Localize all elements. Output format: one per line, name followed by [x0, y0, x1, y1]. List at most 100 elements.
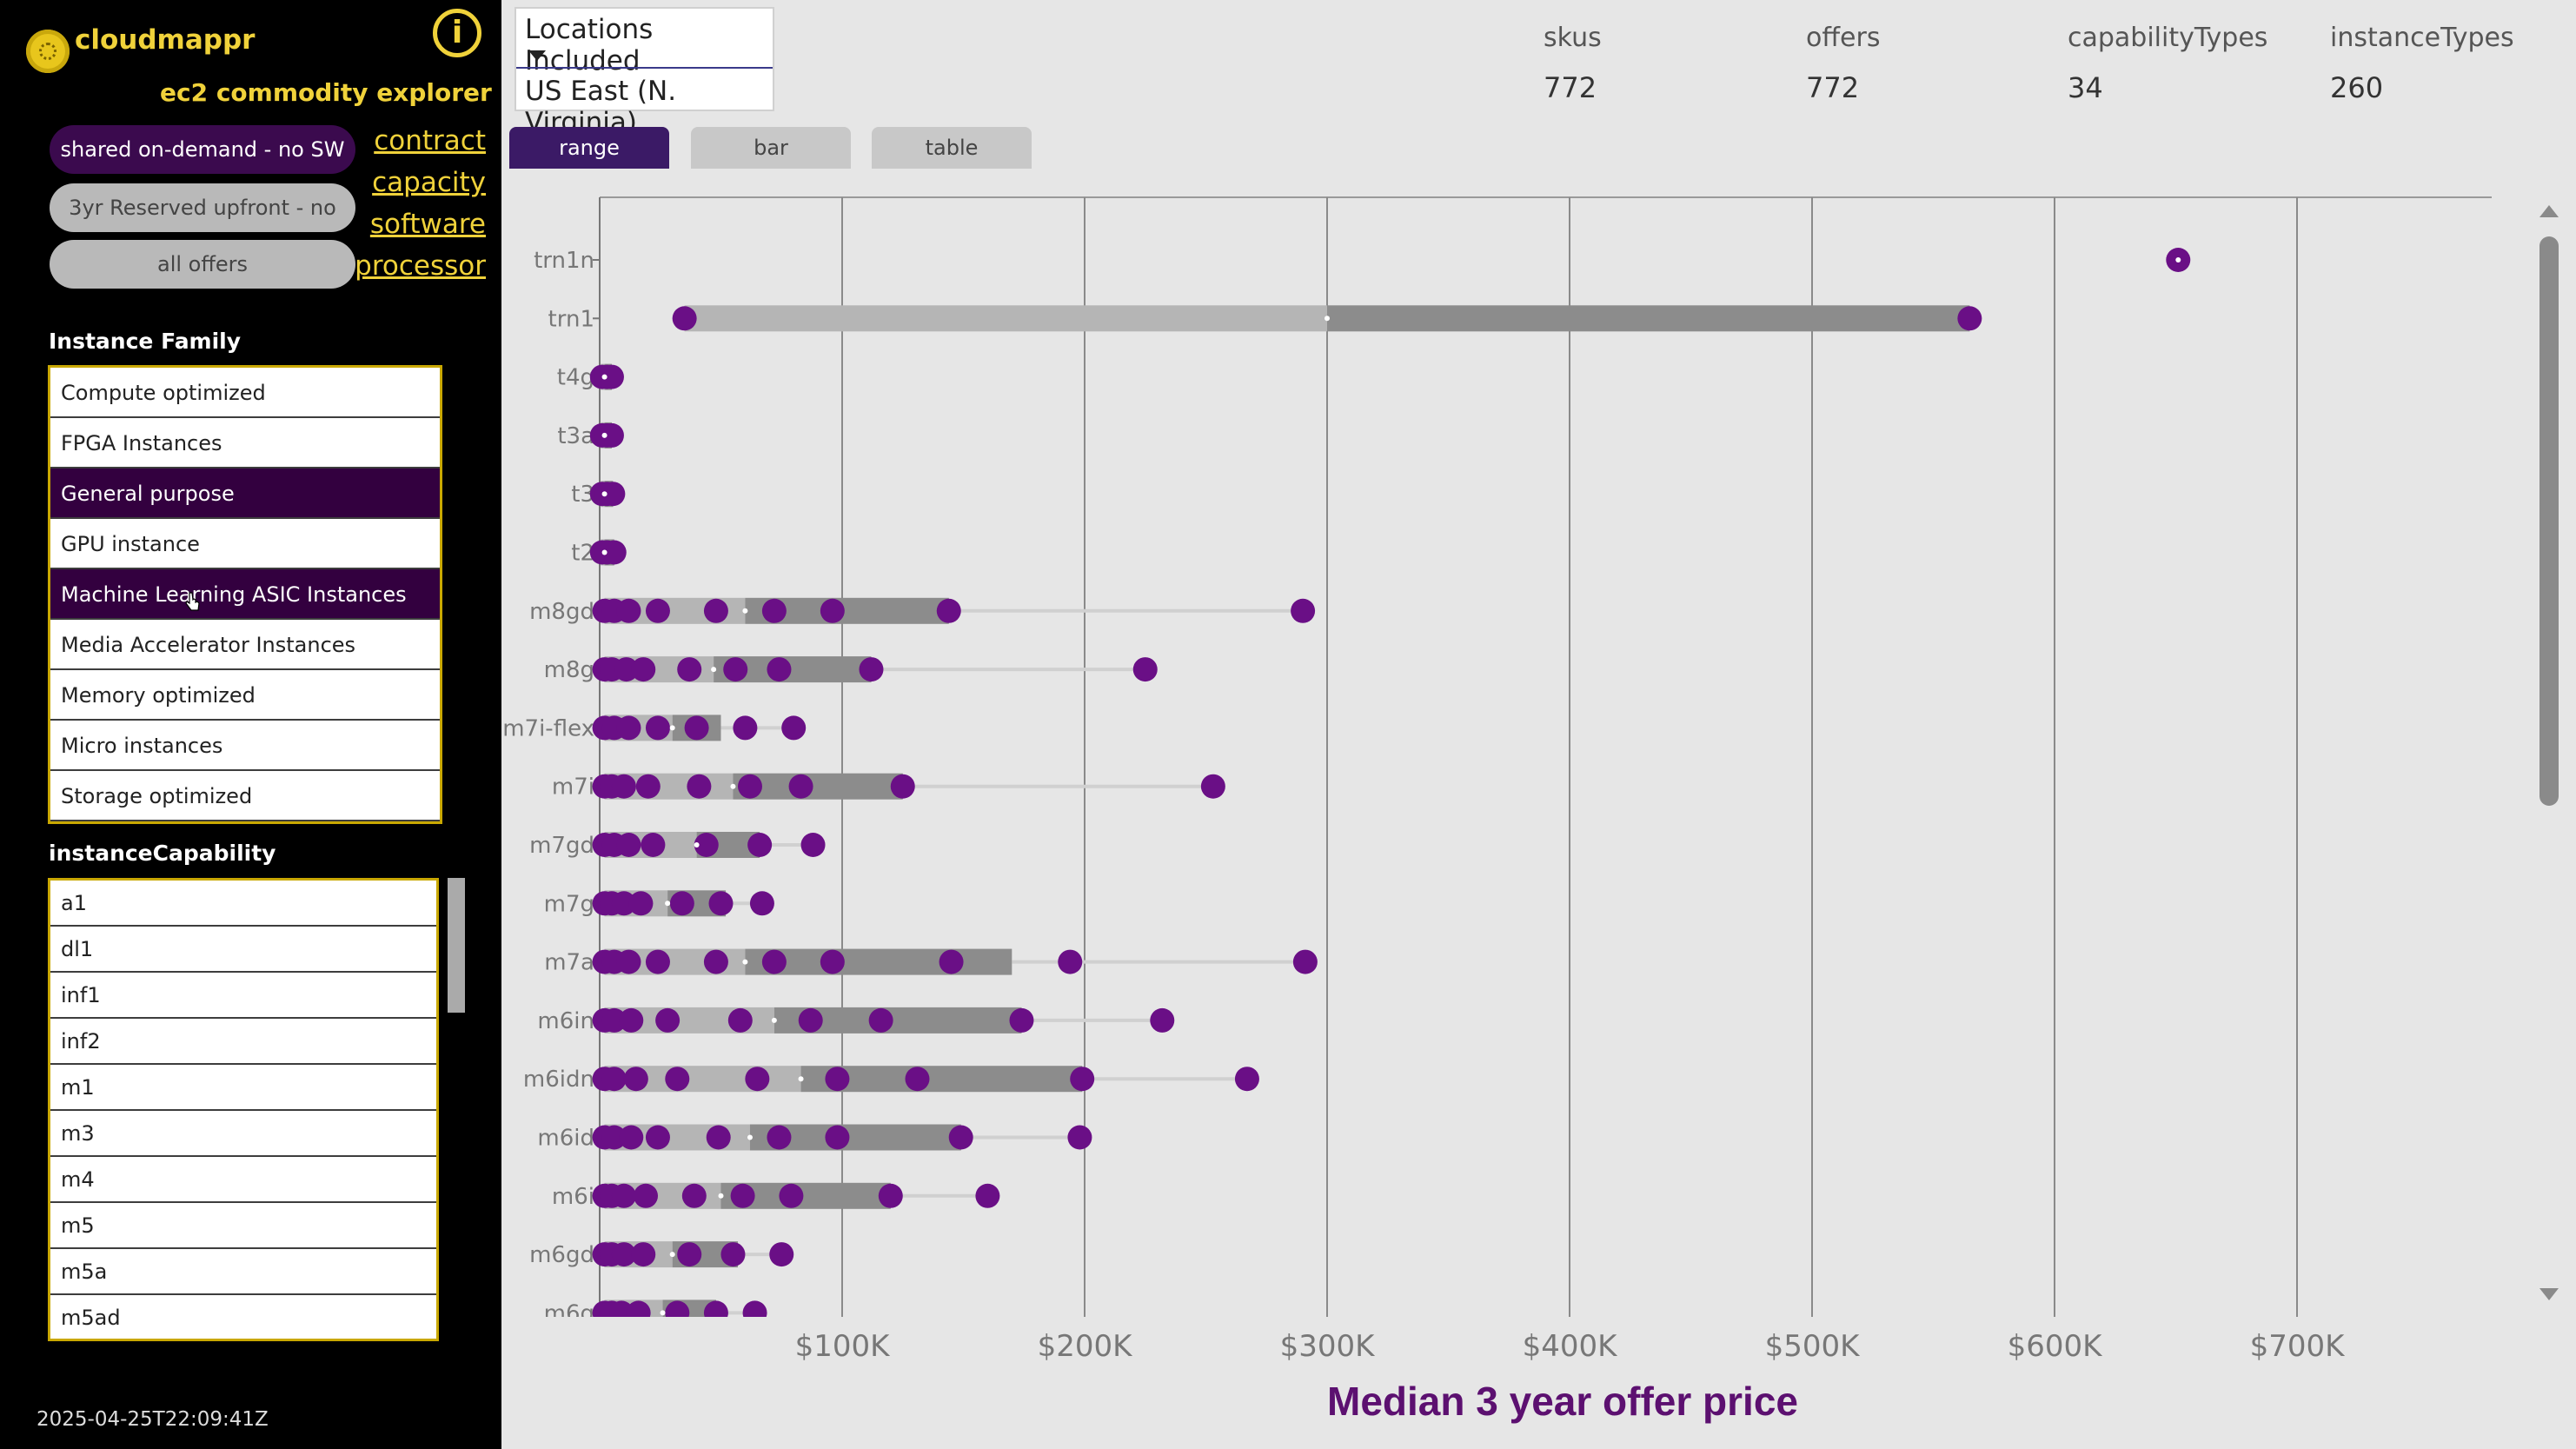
median-marker [771, 1017, 777, 1023]
y-tick-label: m6i [552, 1184, 594, 1210]
nav-link-1[interactable]: capacity [372, 167, 486, 198]
cloudmappr-logo-icon [26, 30, 70, 73]
offer-button-2[interactable]: all offers [50, 240, 355, 289]
price-point [779, 1183, 804, 1208]
instance-capability-item[interactable]: m1 [50, 1065, 436, 1111]
price-point [730, 1183, 755, 1208]
range-bar-lower [684, 305, 1327, 332]
price-point [631, 1242, 656, 1267]
nav-link-2[interactable]: software [369, 209, 486, 240]
stat-value: 34 [2068, 71, 2103, 104]
price-point [687, 774, 712, 799]
price-point [611, 891, 636, 916]
tab-table[interactable]: table [872, 127, 1032, 169]
price-point [703, 598, 728, 623]
price-point [1291, 598, 1316, 623]
locations-dropdown[interactable]: Locations Included US East (N. Virginia) [515, 7, 774, 138]
price-point [878, 1183, 903, 1208]
price-point [601, 1125, 627, 1150]
instance-capability-item[interactable]: m4 [50, 1157, 436, 1203]
instance-family-item[interactable]: Media Accelerator Instances [50, 620, 440, 670]
scroll-down-icon[interactable] [2539, 1288, 2559, 1300]
instance-family-item[interactable]: Machine Learning ASIC Instances [50, 569, 440, 620]
price-point [669, 891, 694, 916]
tab-bar[interactable]: bar [691, 127, 851, 169]
capability-scrollbar[interactable] [448, 878, 465, 1013]
price-point [868, 1007, 893, 1033]
median-marker [601, 491, 607, 497]
price-point [614, 657, 639, 682]
price-point [641, 833, 666, 857]
price-point [635, 774, 661, 799]
price-point [708, 891, 734, 916]
median-marker [798, 1076, 804, 1082]
y-tick-label: m6id [537, 1126, 594, 1152]
instance-capability-item[interactable]: a1 [50, 881, 436, 927]
median-marker [601, 549, 607, 555]
price-point [733, 715, 758, 741]
instance-family-item[interactable]: General purpose [50, 469, 440, 519]
y-tick-label: m7g [544, 891, 594, 917]
info-icon[interactable]: i [433, 9, 481, 57]
instance-family-item[interactable]: FPGA Instances [50, 418, 440, 469]
instance-capability-item[interactable]: dl1 [50, 927, 436, 973]
chart-scrollbar-thumb[interactable] [2539, 236, 2559, 806]
sidebar: cloudmappr i ec2 commodity explorer shar… [0, 0, 501, 1449]
offer-button-1[interactable]: 3yr Reserved upfront - no SW [50, 183, 355, 269]
price-point [1009, 1007, 1034, 1033]
price-point [694, 833, 719, 857]
price-point [767, 657, 792, 682]
instance-family-item[interactable]: GPU instance [50, 519, 440, 569]
instance-family-item[interactable]: Micro instances [50, 721, 440, 771]
instance-family-item[interactable]: Storage optimized [50, 771, 440, 821]
chevron-down-icon[interactable] [528, 50, 546, 61]
price-point [634, 1183, 659, 1208]
price-point [948, 1125, 973, 1150]
price-point [727, 1007, 753, 1033]
price-point [723, 657, 748, 682]
price-point [616, 715, 641, 741]
tab-range[interactable]: range [509, 127, 669, 169]
median-marker [711, 667, 717, 673]
price-point [788, 774, 813, 799]
price-point [628, 891, 654, 916]
y-tick-label: trn1 [548, 306, 594, 332]
locations-divider [516, 67, 773, 69]
nav-link-3[interactable]: processor [355, 250, 486, 282]
x-tick-label: $400K [1523, 1329, 1619, 1364]
price-point [742, 1300, 767, 1317]
instance-capability-item[interactable]: m5ad [50, 1295, 436, 1339]
price-point [737, 774, 762, 799]
instance-family-item[interactable]: Compute optimized [50, 368, 440, 418]
instance-capability-item[interactable]: inf1 [50, 973, 436, 1019]
stat-label: offers [1806, 23, 1881, 53]
y-tick-label: m6g [544, 1300, 594, 1326]
y-tick-label: m7gd [529, 833, 594, 859]
stat-value: 772 [1806, 71, 1860, 104]
instance-capability-item[interactable]: inf2 [50, 1019, 436, 1065]
price-point [747, 833, 773, 857]
x-tick-label: $200K [1038, 1329, 1134, 1364]
price-point [1957, 306, 1982, 331]
nav-link-0[interactable]: contract [374, 125, 486, 156]
stat-value: 260 [2330, 71, 2384, 104]
instance-capability-item[interactable]: m3 [50, 1111, 436, 1157]
median-marker [660, 1310, 666, 1316]
price-point [619, 1125, 644, 1150]
scroll-up-icon[interactable] [2539, 205, 2559, 217]
offer-button-0[interactable]: shared on-demand - no SW [50, 125, 355, 174]
instance-capability-item[interactable]: m5a [50, 1249, 436, 1295]
price-point [706, 1125, 731, 1150]
price-point [1067, 1125, 1092, 1150]
x-tick-label: $600K [2008, 1329, 2104, 1364]
instance-capability-item[interactable]: m5 [50, 1203, 436, 1249]
instance-capability-list: a1 dl1 inf1 inf2 m1 m3 m4 m5 m5a m5ad [48, 878, 439, 1341]
price-point [631, 657, 656, 682]
price-point [1200, 774, 1225, 799]
price-point [1234, 1067, 1259, 1092]
median-marker [694, 842, 700, 847]
median-marker [2175, 257, 2181, 263]
price-point [703, 1300, 728, 1317]
price-point [767, 1125, 792, 1150]
instance-family-item[interactable]: Memory optimized [50, 670, 440, 721]
